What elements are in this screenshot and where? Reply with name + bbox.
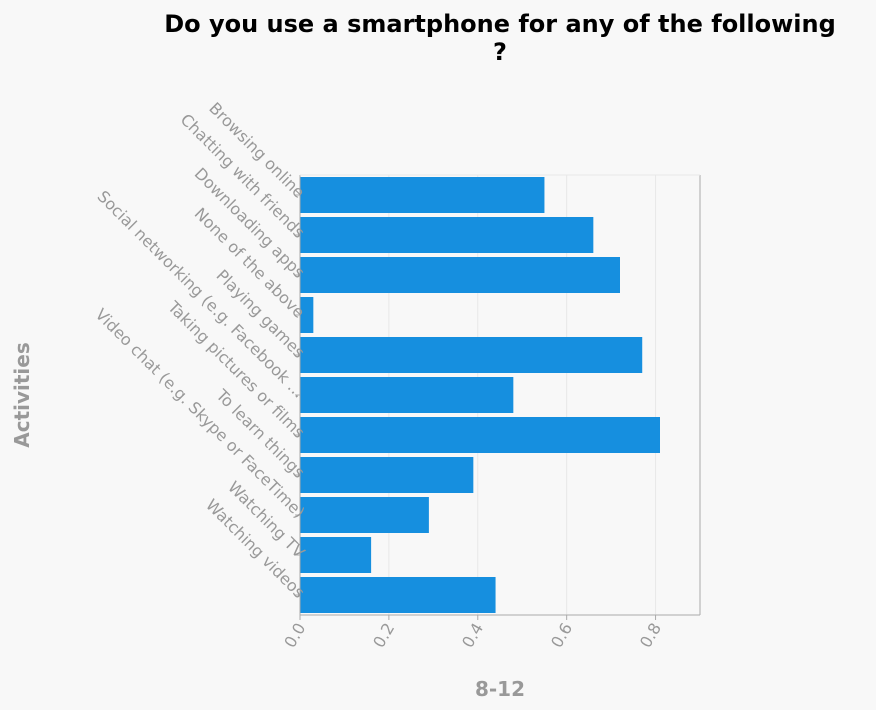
x-tick-labels: 0.0 0.2 0.4 0.6 0.8 [280,620,665,652]
x-tick-label: 0.0 [280,620,309,652]
x-tick-label: 0.8 [636,620,665,652]
bar [300,537,372,573]
axes [295,174,701,620]
bar [300,177,545,213]
bar [300,297,314,333]
bar [300,377,514,413]
bar [300,457,474,493]
bar [300,257,620,293]
x-tick-label: 0.6 [547,620,576,652]
bar [300,337,643,373]
bars [300,177,660,613]
x-tick-label: 0.4 [458,620,487,652]
chart-title-line-2: ? [493,38,507,66]
x-axis-title: 8-12 [475,677,525,701]
bar [300,217,594,253]
bar [300,417,660,453]
bar [300,497,429,533]
bar [300,577,496,613]
x-tick-label: 0.2 [369,620,398,652]
y-axis-title: Activities [10,342,34,448]
chart-title-line-1: Do you use a smartphone for any of the f… [164,10,836,38]
